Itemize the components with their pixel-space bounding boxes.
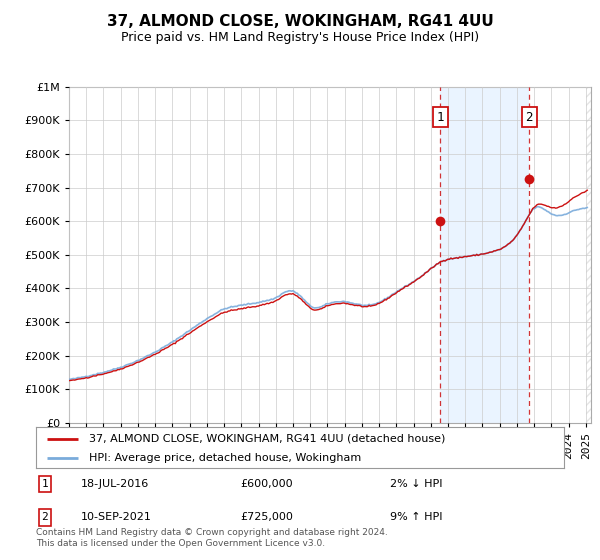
Text: 1: 1 (41, 479, 49, 489)
Text: 10-SEP-2021: 10-SEP-2021 (81, 512, 152, 522)
Text: HPI: Average price, detached house, Wokingham: HPI: Average price, detached house, Woki… (89, 452, 361, 463)
Text: 37, ALMOND CLOSE, WOKINGHAM, RG41 4UU: 37, ALMOND CLOSE, WOKINGHAM, RG41 4UU (107, 14, 493, 29)
Text: 9% ↑ HPI: 9% ↑ HPI (390, 512, 443, 522)
Bar (586, 87, 591, 423)
Text: 2: 2 (526, 110, 533, 124)
Text: £600,000: £600,000 (240, 479, 293, 489)
Text: Price paid vs. HM Land Registry's House Price Index (HPI): Price paid vs. HM Land Registry's House … (121, 31, 479, 44)
Text: £725,000: £725,000 (240, 512, 293, 522)
Bar (586, 87, 591, 423)
Text: 18-JUL-2016: 18-JUL-2016 (81, 479, 149, 489)
Text: Contains HM Land Registry data © Crown copyright and database right 2024.
This d: Contains HM Land Registry data © Crown c… (36, 528, 388, 548)
Text: 2% ↓ HPI: 2% ↓ HPI (390, 479, 443, 489)
Text: 37, ALMOND CLOSE, WOKINGHAM, RG41 4UU (detached house): 37, ALMOND CLOSE, WOKINGHAM, RG41 4UU (d… (89, 433, 445, 444)
Text: 1: 1 (436, 110, 444, 124)
Bar (440, 87, 529, 423)
Text: 2: 2 (41, 512, 49, 522)
